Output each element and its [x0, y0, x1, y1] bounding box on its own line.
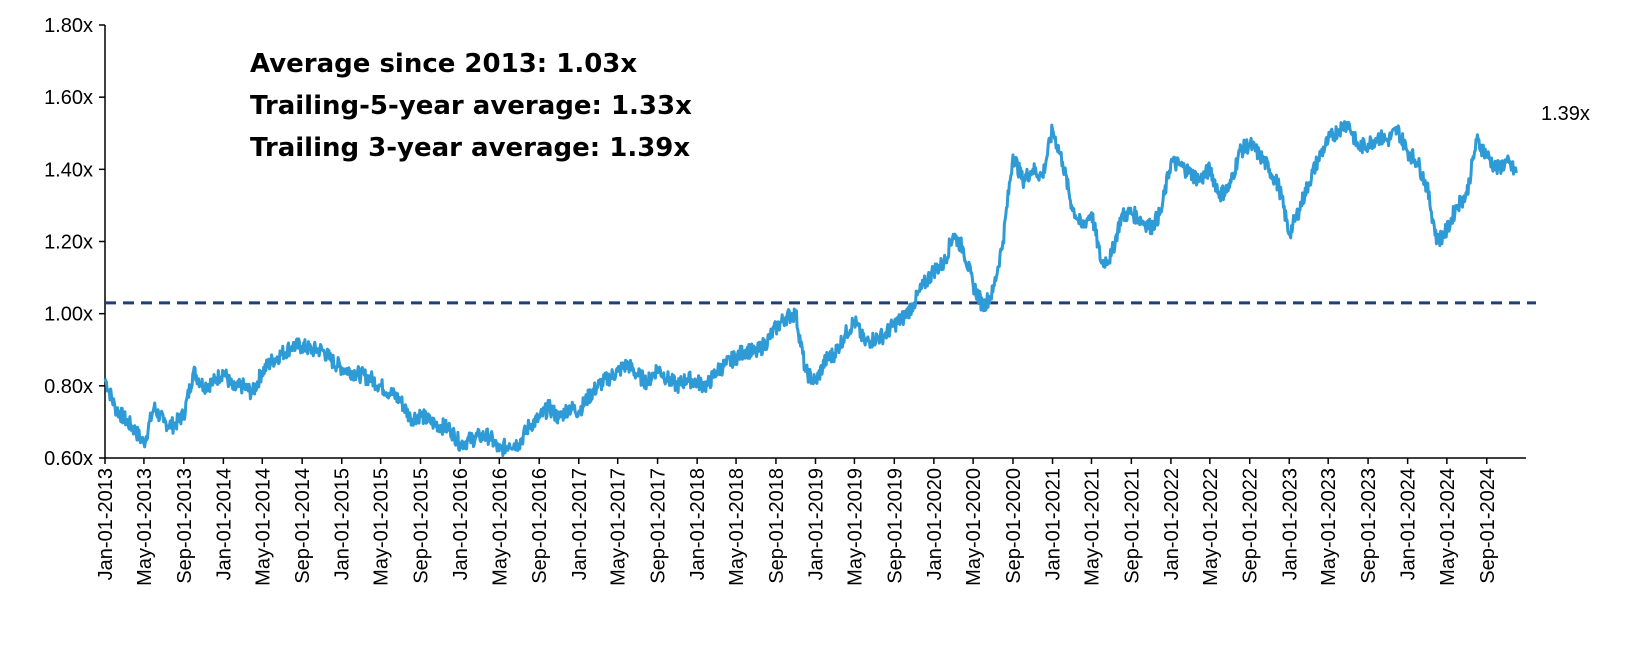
y-tick-label: 1.20x [44, 232, 93, 254]
x-tick-label: May-01-2015 [371, 468, 393, 586]
x-tick-label: May-01-2019 [844, 468, 866, 586]
x-tick-label: May-01-2013 [134, 468, 156, 586]
x-tick-label: May-01-2020 [963, 468, 985, 586]
x-tick-label: Jan-01-2017 [569, 468, 591, 580]
x-tick-label: May-01-2017 [608, 468, 630, 586]
x-tick-label: Sep-01-2013 [174, 468, 196, 584]
x-tick-label: Sep-01-2017 [648, 468, 670, 584]
annotation-average-since-2013: Average since 2013: 1.03x [250, 49, 637, 79]
x-tick-label: Sep-01-2016 [529, 468, 551, 584]
x-tick-label: Sep-01-2022 [1240, 468, 1262, 584]
x-tick-label: May-01-2018 [726, 468, 748, 586]
x-tick-label: May-01-2021 [1081, 468, 1103, 586]
x-tick-label: Jan-01-2013 [95, 468, 117, 580]
x-tick-label: May-01-2014 [252, 468, 274, 586]
x-axis-ticks: Jan-01-2013 May-01-2013 Sep-01-2013 Jan-01-… [95, 458, 1499, 586]
x-tick-label: May-01-2022 [1200, 468, 1222, 586]
y-tick-label: 1.00x [44, 304, 93, 326]
x-tick-label: Jan-01-2018 [687, 468, 709, 580]
x-tick-label: Sep-01-2018 [766, 468, 788, 584]
x-tick-label: Jan-01-2023 [1279, 468, 1301, 580]
x-tick-label: Jan-01-2021 [1043, 468, 1065, 580]
x-tick-label: Jan-01-2016 [450, 468, 472, 580]
annotation-trailing-3-year: Trailing 3-year average: 1.39x [250, 133, 690, 163]
x-tick-label: Sep-01-2023 [1358, 468, 1380, 584]
x-tick-label: Jan-01-2015 [332, 468, 354, 580]
x-tick-label: May-01-2016 [489, 468, 511, 586]
y-axis-ticks: 0.60x 0.80x 1.00x 1.20x 1.40x 1.60x 1.80x [44, 15, 105, 470]
series-line [103, 120, 1518, 458]
x-tick-label: Jan-01-2014 [213, 468, 235, 580]
x-tick-label: Jan-01-2024 [1398, 468, 1420, 580]
y-tick-label: 1.60x [44, 87, 93, 109]
x-tick-label: May-01-2023 [1318, 468, 1340, 586]
x-tick-label: Jan-01-2020 [924, 468, 946, 580]
x-tick-label: Sep-01-2015 [411, 468, 433, 584]
y-tick-label: 0.60x [44, 448, 93, 470]
x-tick-label: Sep-01-2019 [884, 468, 906, 584]
x-tick-label: Sep-01-2024 [1477, 468, 1499, 584]
x-tick-label: May-01-2024 [1437, 468, 1459, 586]
x-tick-label: Jan-01-2022 [1161, 468, 1183, 580]
y-tick-label: 0.80x [44, 376, 93, 398]
x-tick-label: Sep-01-2021 [1121, 468, 1143, 584]
y-tick-label: 1.40x [44, 159, 93, 181]
y-tick-label: 1.80x [44, 15, 93, 37]
x-tick-label: Jan-01-2019 [806, 468, 828, 580]
x-tick-label: Sep-01-2014 [292, 468, 314, 584]
annotation-trailing-5-year: Trailing-5-year average: 1.33x [250, 91, 692, 121]
x-tick-label: Sep-01-2020 [1003, 468, 1025, 584]
end-value-label: 1.39x [1541, 103, 1590, 125]
